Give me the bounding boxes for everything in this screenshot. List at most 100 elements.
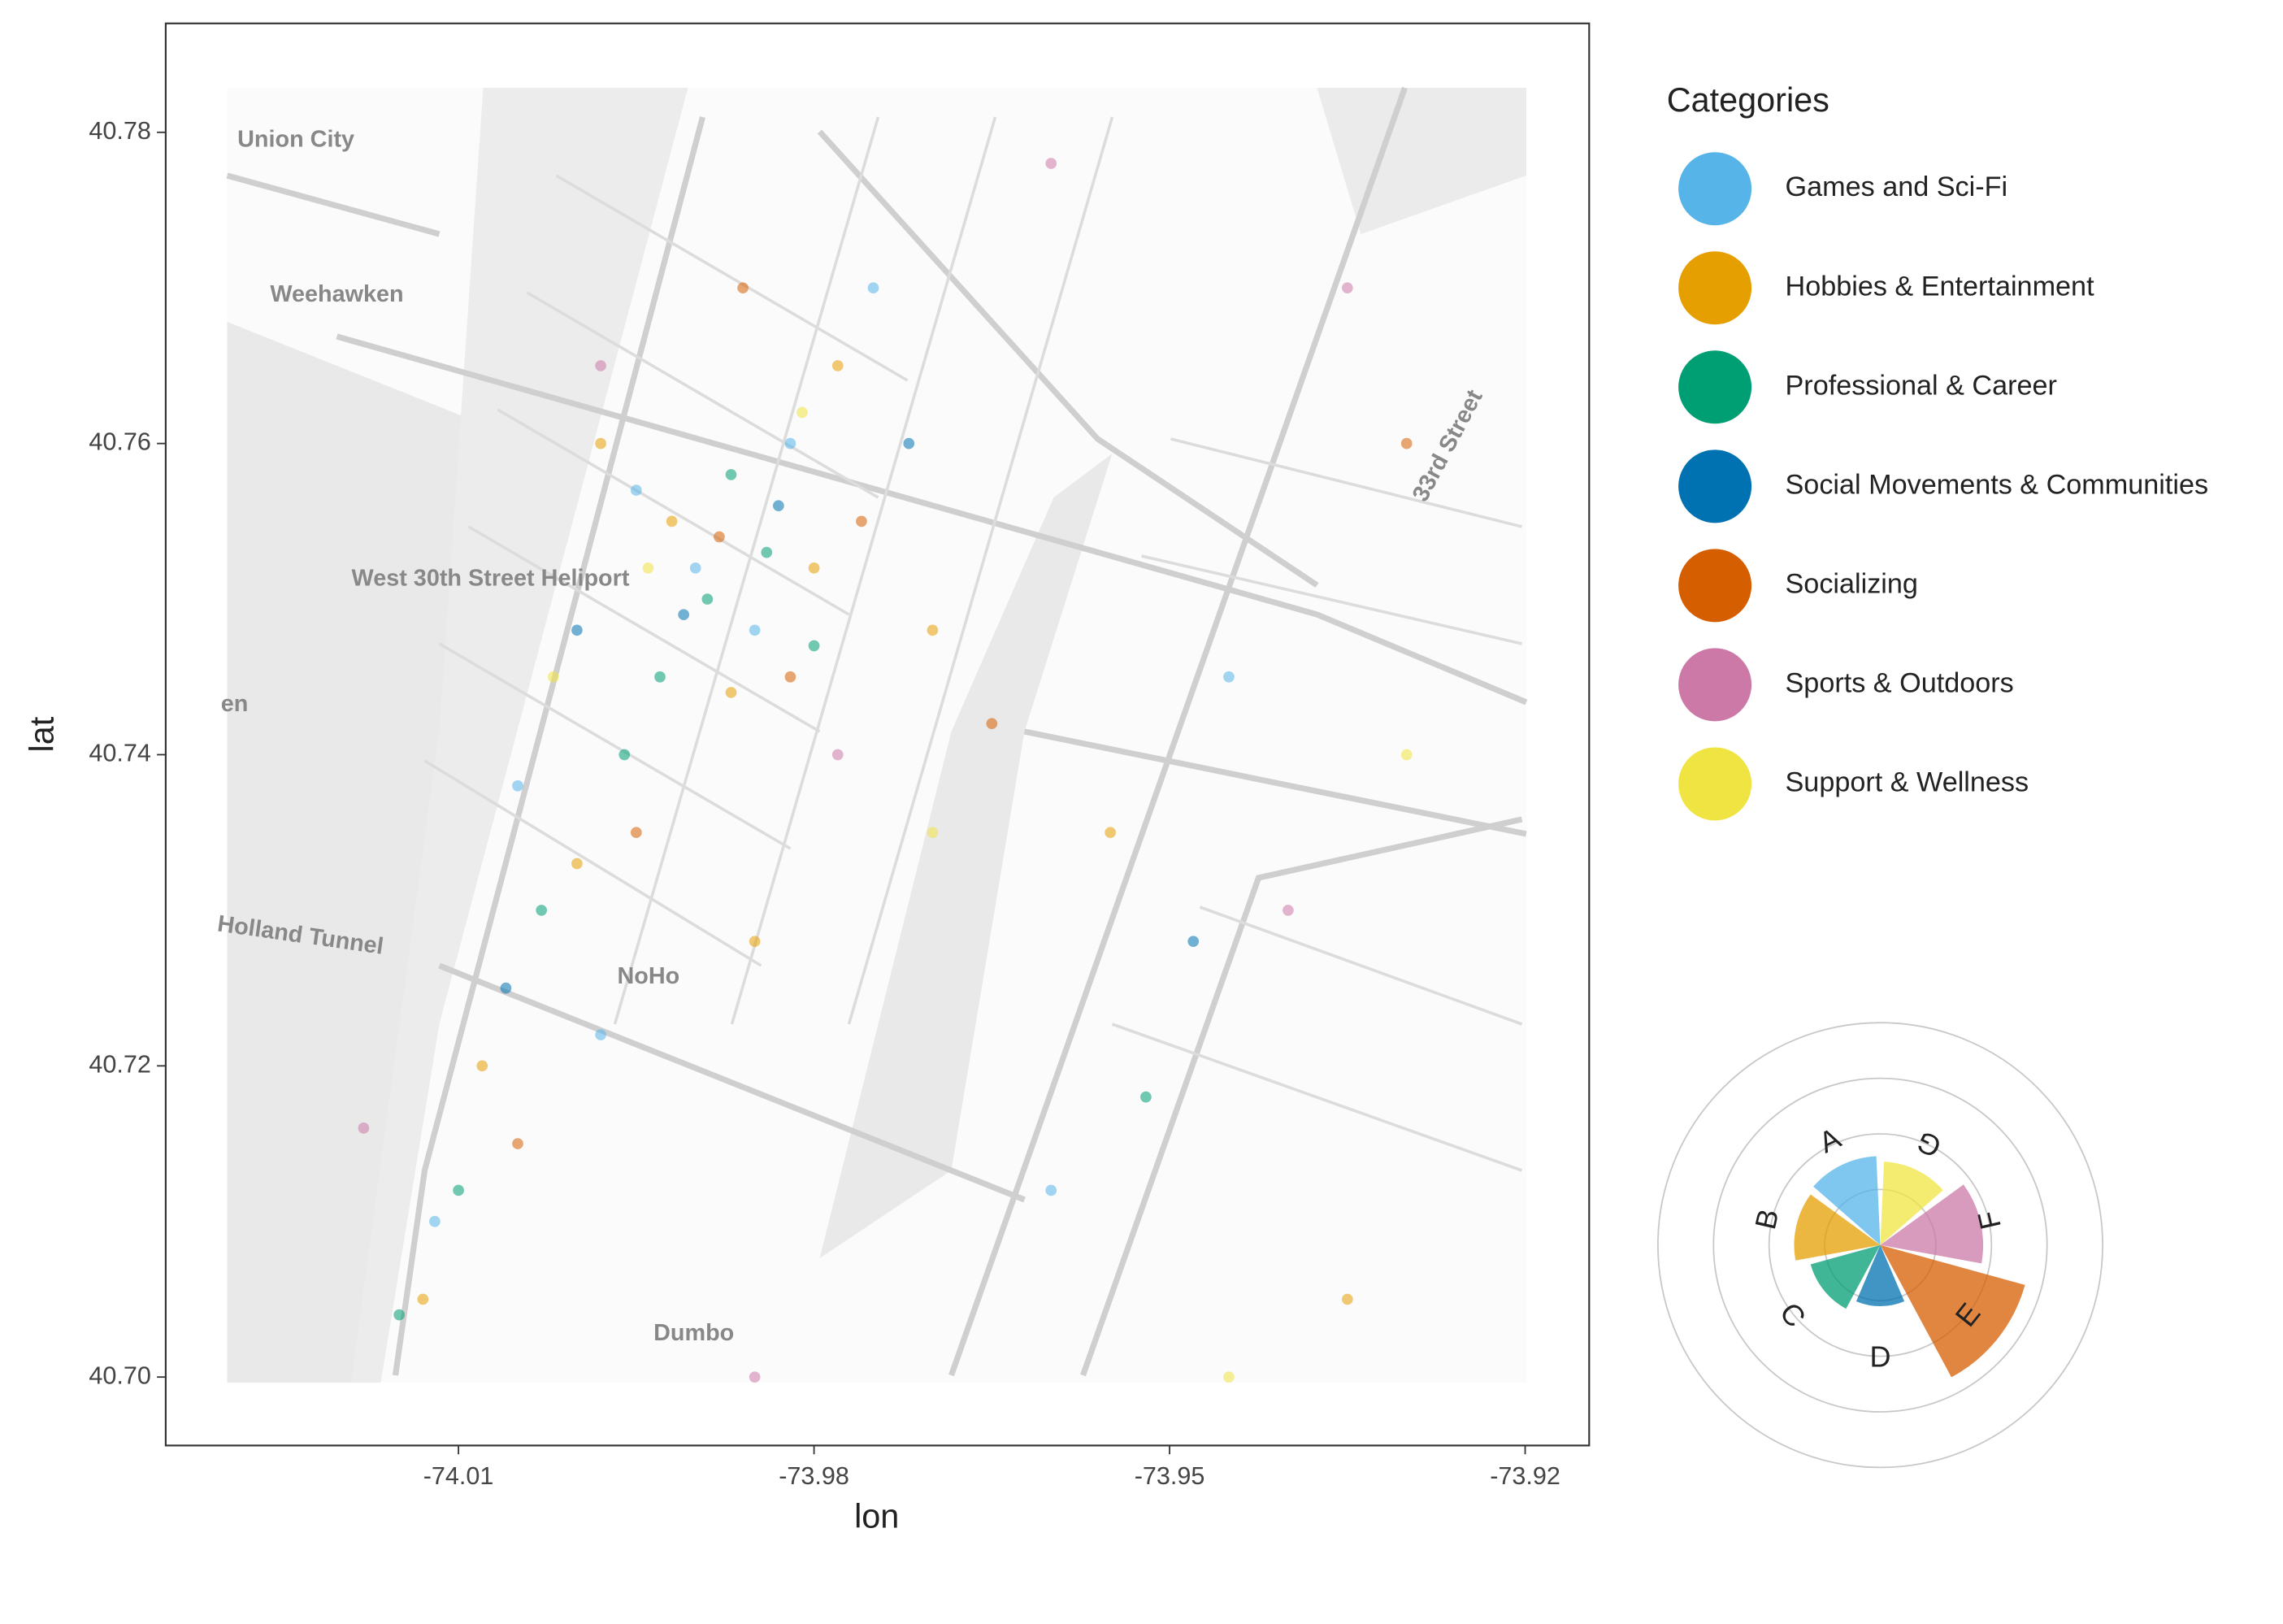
point	[595, 437, 606, 449]
point	[749, 936, 761, 948]
point	[831, 360, 844, 371]
legend-label: Games and Sci-Fi	[1786, 172, 2008, 202]
map-label: West 30th Street Heliport	[352, 565, 630, 591]
point	[784, 671, 796, 683]
y-tick-label: 40.78	[89, 117, 151, 145]
y-axis-title: lat	[23, 716, 60, 752]
x-axis-title: lon	[854, 1497, 899, 1535]
point	[393, 1309, 406, 1321]
point	[618, 749, 631, 761]
point	[1341, 1293, 1353, 1305]
legend-title: Categories	[1667, 81, 1829, 119]
point	[749, 624, 761, 636]
map-streets	[423, 116, 1523, 1172]
point	[927, 827, 939, 839]
legend-label: Support & Wellness	[1786, 766, 2029, 797]
point	[772, 500, 784, 512]
point	[856, 515, 867, 528]
polar-bar	[1855, 1244, 1905, 1307]
point	[725, 469, 737, 480]
point	[1400, 749, 1413, 761]
point	[1223, 671, 1235, 683]
legend-swatch	[1678, 449, 1752, 523]
point	[595, 360, 606, 371]
map-water	[1317, 88, 1526, 234]
point	[749, 1371, 761, 1383]
point	[796, 406, 808, 419]
point	[500, 982, 512, 994]
polar-bar	[1880, 1162, 1943, 1245]
y-tick-label: 40.74	[89, 740, 151, 767]
street	[423, 116, 1523, 1172]
point	[358, 1122, 370, 1134]
road	[392, 116, 705, 1376]
point	[701, 593, 714, 605]
polar-bar	[1880, 1184, 1984, 1264]
map-label: Union City	[237, 126, 354, 152]
x-tick-label: -73.98	[779, 1462, 849, 1490]
legend-label: Sports & Outdoors	[1786, 667, 2014, 698]
x-tick-label: -73.95	[1135, 1462, 1205, 1490]
point	[630, 827, 642, 839]
x-tick-label: -73.92	[1490, 1462, 1560, 1490]
legend-swatch	[1678, 549, 1752, 623]
polar-bar	[1810, 1244, 1881, 1309]
point	[808, 562, 820, 574]
point	[476, 1060, 488, 1072]
point	[689, 562, 701, 574]
legend-swatch	[1678, 152, 1752, 226]
map-background	[226, 86, 1528, 1383]
legend-label: Professional & Career	[1786, 370, 2057, 401]
polar-bar	[1813, 1156, 1881, 1245]
point	[1400, 437, 1413, 449]
point	[903, 437, 915, 449]
legend-label: Socializing	[1786, 568, 1918, 599]
legend-label: Social Movements & Communities	[1786, 469, 2209, 500]
points-layer	[358, 158, 1413, 1383]
road	[1080, 816, 1523, 1377]
y-tick-label: 40.76	[89, 428, 151, 456]
polar-label: D	[1870, 1340, 1891, 1374]
legend-label: Hobbies & Entertainment	[1786, 271, 2095, 302]
point	[1341, 282, 1353, 294]
point	[630, 484, 642, 496]
point	[536, 905, 548, 916]
point	[1045, 158, 1057, 169]
y-tick-label: 40.72	[89, 1050, 151, 1078]
road	[226, 172, 441, 237]
y-tick-label: 40.70	[89, 1361, 151, 1389]
point	[831, 749, 844, 761]
x-tick-label: -74.01	[423, 1462, 494, 1490]
point	[571, 858, 583, 870]
polar-bar	[1880, 1244, 2025, 1378]
map-label: en	[221, 691, 249, 717]
point	[417, 1293, 429, 1305]
legend-swatch	[1678, 747, 1752, 821]
point	[761, 546, 773, 558]
map-water	[351, 88, 688, 1383]
point	[808, 640, 820, 652]
radial-grid	[1712, 1077, 2048, 1413]
point	[1283, 905, 1294, 916]
map-water	[819, 454, 1113, 1258]
point	[571, 624, 583, 636]
radial-grid	[1768, 1133, 1993, 1357]
point	[595, 1029, 606, 1040]
point	[784, 437, 796, 449]
point	[512, 779, 523, 792]
road	[336, 333, 1528, 706]
point	[678, 609, 690, 621]
point	[1140, 1091, 1152, 1103]
point	[725, 687, 737, 698]
legend-swatch	[1678, 350, 1752, 424]
road	[438, 962, 1026, 1203]
polar-bar	[1794, 1194, 1881, 1261]
road	[1023, 728, 1527, 837]
map-label: Weehawken	[270, 281, 403, 307]
point	[512, 1138, 523, 1149]
map-label: Dumbo	[653, 1320, 734, 1346]
point	[986, 718, 998, 730]
point	[453, 1184, 464, 1196]
